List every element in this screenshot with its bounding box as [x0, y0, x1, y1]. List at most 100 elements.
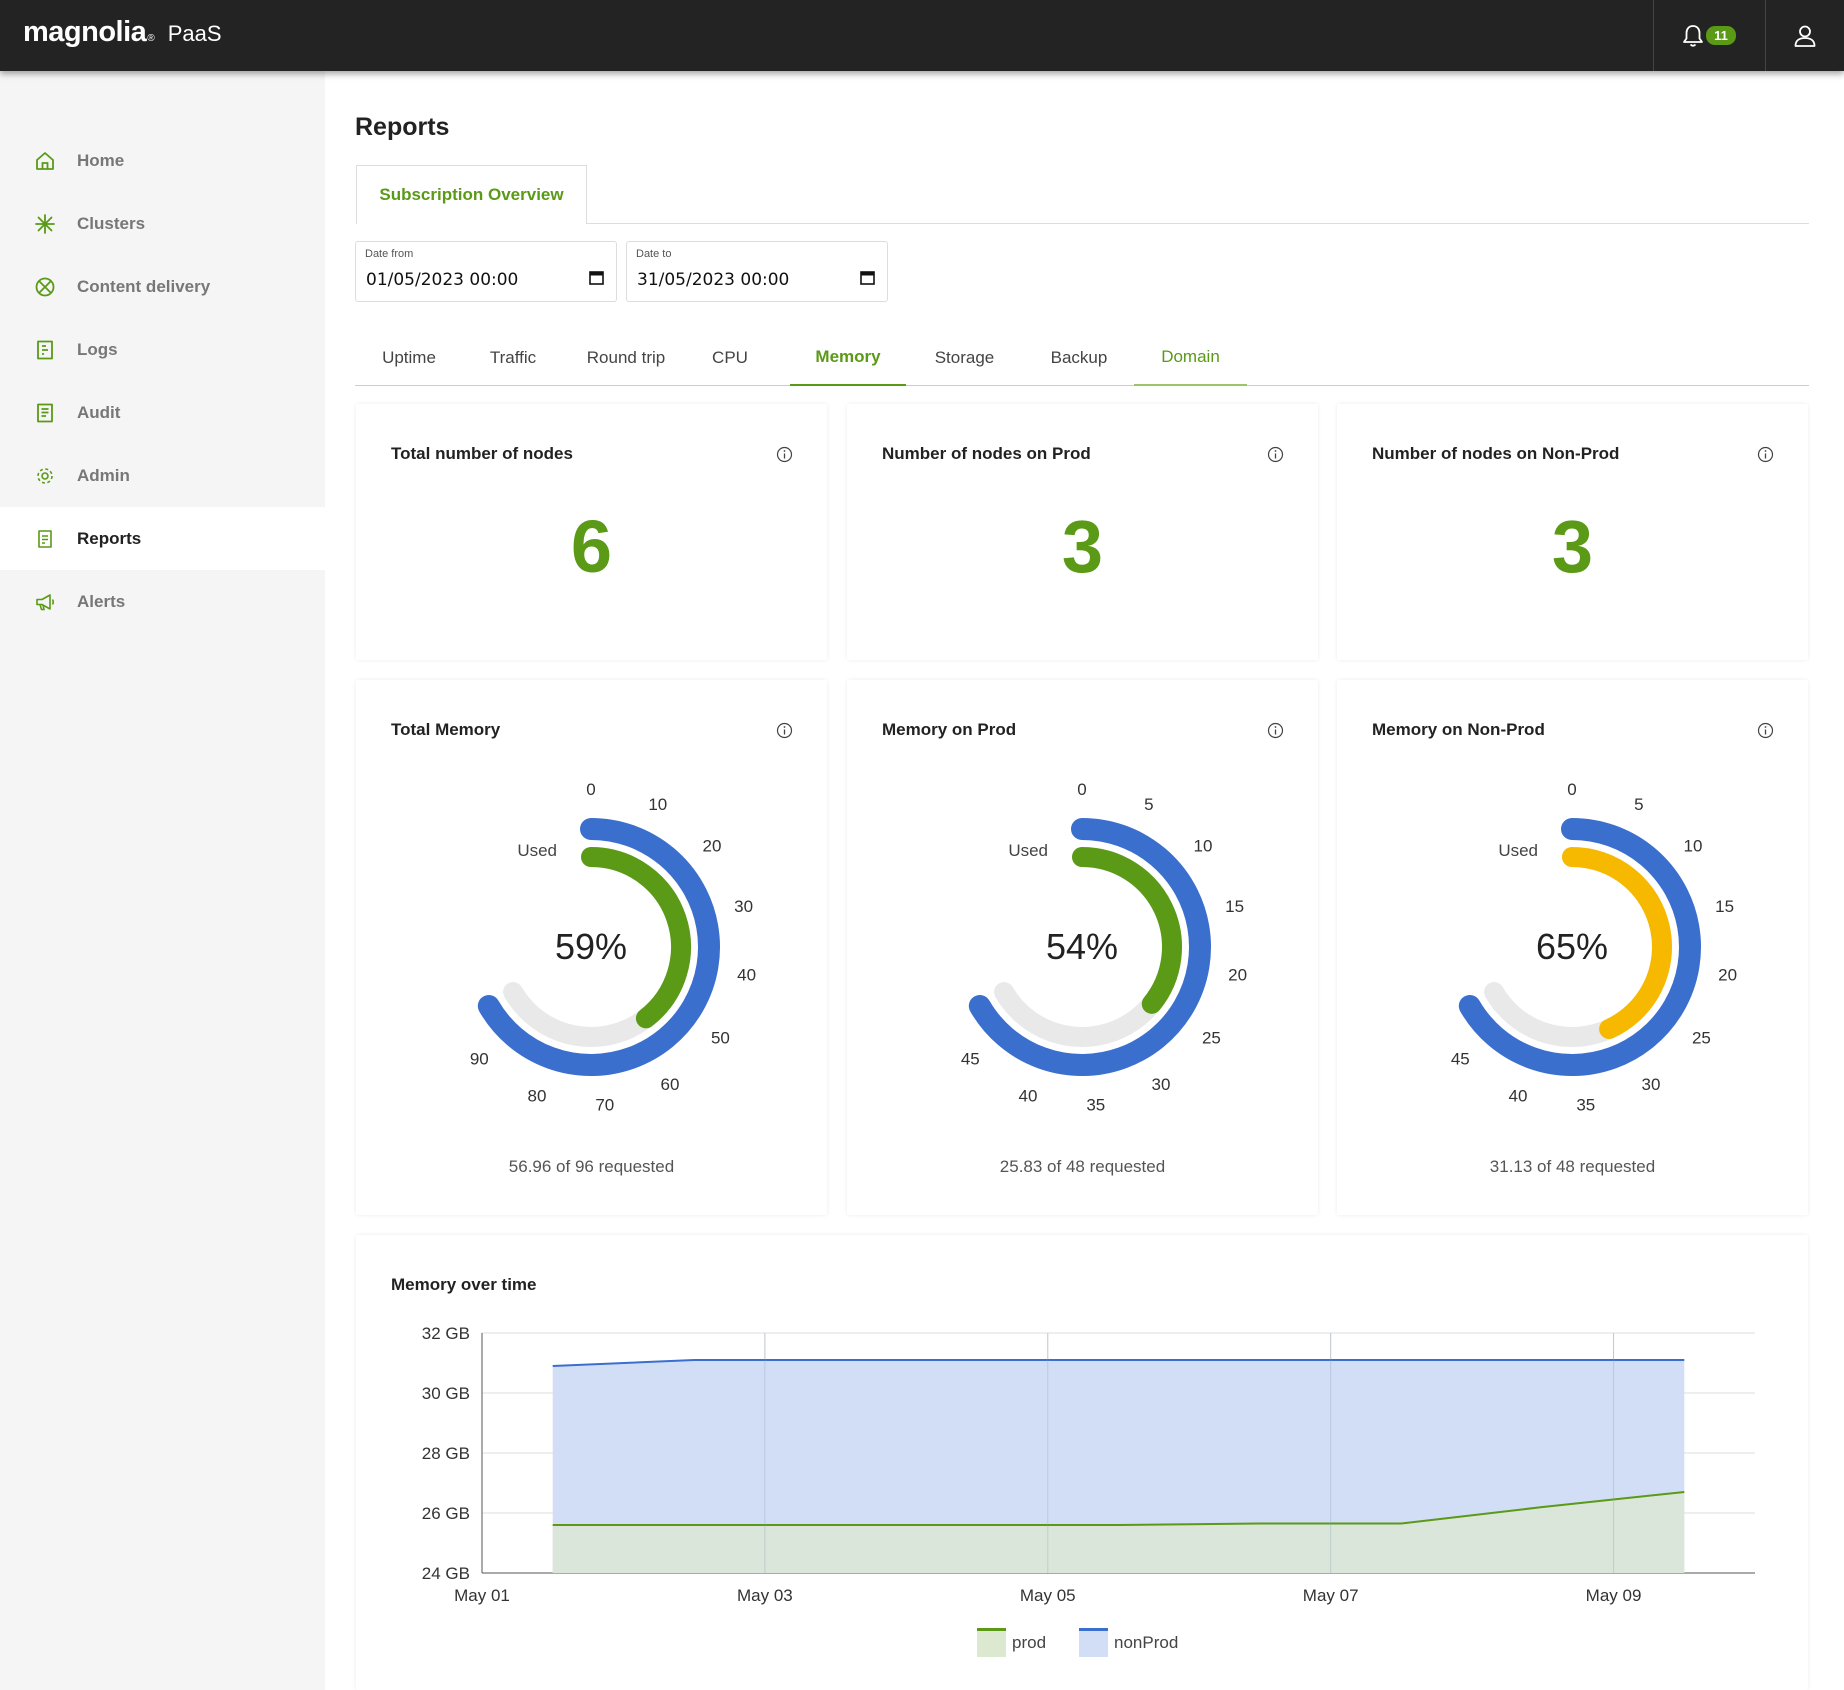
gear-icon	[37, 468, 53, 484]
audit-icon	[37, 403, 53, 423]
date-to-value[interactable]: 31/05/2023 00:00	[637, 270, 790, 290]
prod-memory-gauge: 0 5 10 15 20 25 30 35 40 45 Used 54%	[961, 780, 1247, 1114]
calendar-icon[interactable]	[589, 270, 604, 285]
gauge-tick-label: 50	[711, 1029, 730, 1048]
date-to-field[interactable]: Date to 31/05/2023 00:00	[626, 241, 888, 302]
megaphone-icon	[36, 594, 55, 611]
gauge-tick-label: 25	[1692, 1029, 1711, 1048]
gauge-tick-label: 0	[586, 780, 595, 799]
gauge-tick-label: 0	[1077, 780, 1086, 799]
top-bar: magnolia ® PaaS 11	[0, 0, 1844, 71]
used-label: Used	[1008, 841, 1048, 860]
gauge-tick-label: 90	[470, 1050, 489, 1069]
gauge-tick-label: 40	[1019, 1087, 1038, 1106]
info-icon[interactable]	[1757, 446, 1774, 463]
used-arc	[581, 847, 691, 1029]
tab-cpu[interactable]: CPU	[712, 348, 748, 367]
brand[interactable]: magnolia ® PaaS	[23, 16, 222, 49]
sidebar-item-reports[interactable]: Reports	[0, 507, 325, 570]
chart-title: Memory over time	[391, 1275, 537, 1294]
sidebar-item-label: Clusters	[77, 213, 146, 233]
used-arc	[1562, 847, 1672, 1039]
date-from-label: Date from	[365, 248, 414, 260]
gauge-tick-label: 35	[1086, 1095, 1105, 1114]
tab-storage[interactable]: Storage	[934, 348, 995, 367]
legend-label: prod	[1012, 1632, 1047, 1652]
gauge-tick-label: 10	[1684, 836, 1703, 855]
sidebar: Home Clusters Content delivery Logs Audi…	[0, 71, 325, 1690]
info-icon[interactable]	[776, 446, 793, 463]
tab-domain[interactable]: Domain	[1134, 330, 1247, 386]
clusters-icon	[35, 214, 55, 234]
brand-logo: magnolia	[23, 16, 147, 48]
legend-swatch	[1079, 1628, 1108, 1657]
gauge-tick-label: 30	[1152, 1075, 1171, 1094]
y-tick-label: 28 GB	[422, 1444, 470, 1463]
nonprod-memory-gauge: 0 5 10 15 20 25 30 35 40 45 Used 65%	[1451, 780, 1737, 1114]
gauge-tick-label: 30	[734, 897, 753, 916]
tab-backup[interactable]: Backup	[1050, 348, 1108, 367]
gauge-tick-label: 5	[1144, 795, 1153, 814]
brand-registered-mark: ®	[147, 33, 155, 44]
gauge-tick-label: 15	[1225, 897, 1244, 916]
total-memory-card: Total Memory 0 10 20 30 40 50 60 70 80 90 Used 59% …	[356, 680, 827, 1215]
sidebar-item-audit[interactable]: Audit	[0, 381, 325, 444]
info-icon[interactable]	[1267, 446, 1284, 463]
legend-swatch	[977, 1628, 1006, 1657]
date-from-field[interactable]: Date from 01/05/2023 00:00	[355, 241, 617, 302]
brand-product: PaaS	[167, 21, 222, 46]
notification-count-badge: 11	[1706, 26, 1736, 45]
tab-subscription-overview[interactable]: Subscription Overview	[356, 165, 587, 224]
nonprod-nodes-value: 3	[1551, 505, 1594, 588]
x-tick-label: May 09	[1586, 1586, 1642, 1605]
gauge-tick-label: 0	[1567, 780, 1576, 799]
sidebar-item-admin[interactable]: Admin	[0, 444, 325, 507]
info-icon[interactable]	[776, 722, 793, 739]
user-menu-button[interactable]	[1766, 0, 1844, 71]
metric-tabs: Uptime Traffic Round trip CPU Memory Sto…	[355, 330, 1809, 386]
series-area-prod	[552, 1492, 1685, 1573]
prod-nodes-value: 3	[1061, 505, 1104, 588]
y-tick-label: 24 GB	[422, 1564, 470, 1583]
prod-memory-card: Memory on Prod 0 5 10 15 20 25 30 35 40 45 Used 54%…	[847, 680, 1318, 1215]
sidebar-item-label: Content delivery	[77, 276, 211, 296]
legend-item-prod[interactable]: prod	[977, 1628, 1046, 1657]
used-label: Used	[517, 841, 557, 860]
tab-memory[interactable]: Memory	[790, 330, 906, 386]
card-title: Memory on Prod	[882, 720, 1017, 739]
total-nodes-value: 6	[570, 505, 613, 588]
x-tick-label: May 05	[1020, 1586, 1076, 1605]
gauge-tick-label: 25	[1202, 1029, 1221, 1048]
used-label: Used	[1498, 841, 1538, 860]
nonprod-nodes-card: Number of nodes on Non-Prod 3	[1337, 404, 1808, 660]
requested-arc	[968, 818, 1211, 1076]
page-title: Reports	[355, 113, 450, 141]
sidebar-item-alerts[interactable]: Alerts	[0, 570, 325, 633]
info-icon[interactable]	[1757, 722, 1774, 739]
sidebar-item-label: Reports	[77, 528, 142, 548]
date-to-label: Date to	[636, 248, 672, 260]
notifications-button[interactable]: 11	[1653, 0, 1765, 71]
series-line-nonProd	[552, 1359, 1685, 1367]
used-arc	[1072, 847, 1182, 1014]
x-tick-label: May 07	[1303, 1586, 1359, 1605]
sidebar-item-clusters[interactable]: Clusters	[0, 192, 325, 255]
content-delivery-icon	[35, 277, 55, 297]
tab-uptime[interactable]: Uptime	[382, 348, 436, 367]
gauge-tick-label: 45	[961, 1050, 980, 1069]
sidebar-item-content-delivery[interactable]: Content delivery	[0, 255, 325, 318]
legend-item-nonprod[interactable]: nonProd	[1079, 1628, 1178, 1657]
gauge-tick-label: 45	[1451, 1050, 1470, 1069]
tab-traffic[interactable]: Traffic	[489, 348, 537, 367]
info-icon[interactable]	[1267, 722, 1284, 739]
sidebar-item-logs[interactable]: Logs	[0, 318, 325, 381]
gauge-tick-label: 40	[737, 965, 756, 984]
gauge-tick-label: 35	[1576, 1095, 1595, 1114]
gauge-footer: 31.13 of 48 requested	[1489, 1157, 1656, 1176]
date-from-value[interactable]: 01/05/2023 00:00	[366, 270, 519, 290]
sidebar-item-home[interactable]: Home	[0, 129, 325, 192]
tab-round-trip[interactable]: Round trip	[586, 348, 666, 367]
logs-icon	[37, 340, 53, 360]
calendar-icon[interactable]	[860, 270, 875, 285]
x-tick-label: May 01	[454, 1586, 510, 1605]
